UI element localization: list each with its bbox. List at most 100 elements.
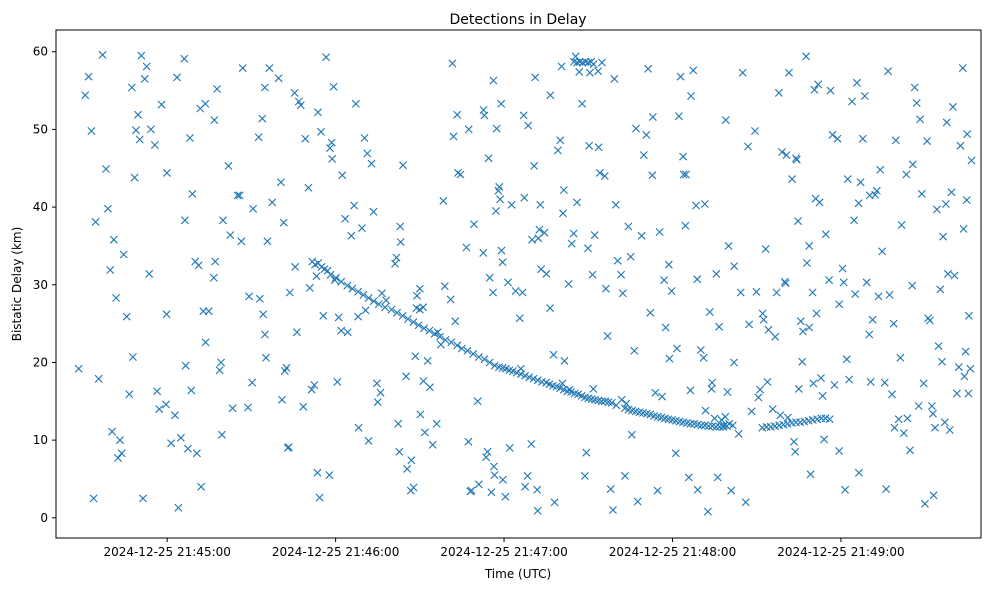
track-point <box>463 346 472 355</box>
scatter-point <box>258 114 267 123</box>
scatter-point <box>483 447 492 456</box>
scatter-point <box>828 130 837 139</box>
scatter-point <box>916 115 925 124</box>
scatter-point <box>897 221 906 229</box>
track-point <box>474 353 483 361</box>
track-point <box>715 422 724 431</box>
scatter-point <box>882 485 891 494</box>
scatter-point <box>282 363 291 372</box>
track-point <box>712 422 720 431</box>
scatter-point <box>550 498 559 507</box>
plot-area-frame <box>55 29 982 539</box>
scatter-point <box>142 62 151 71</box>
scatter-point <box>233 191 242 200</box>
scatter-point <box>106 266 115 274</box>
scatter-point <box>201 99 210 108</box>
scatter-point <box>693 485 702 494</box>
x-tick-label: 2024-12-25 21:45:00 <box>103 545 230 559</box>
scatter-point <box>439 196 448 205</box>
scatter-point <box>244 403 252 412</box>
scatter-point <box>162 168 171 177</box>
scatter-point <box>249 204 258 213</box>
scatter-point <box>603 332 612 340</box>
scatter-point <box>791 447 800 456</box>
scatter-point <box>899 429 908 438</box>
track-point <box>354 287 363 296</box>
track-point <box>323 266 332 275</box>
scatter-point <box>145 269 154 278</box>
scatter-point <box>598 58 606 67</box>
track-point <box>381 303 389 312</box>
x-axis: 2024-12-25 21:45:00 2024-12-25 21:46:00 20… <box>103 538 905 559</box>
scatter-point <box>109 235 118 244</box>
scatter-point <box>872 186 881 195</box>
scatter-point <box>507 200 516 209</box>
scatter-point <box>74 364 83 373</box>
scatter-point <box>600 172 609 180</box>
scatter-point <box>679 170 688 179</box>
scatter-point <box>301 134 310 143</box>
scatter-point <box>558 379 567 388</box>
scatter-point <box>285 288 294 297</box>
scatter-point <box>313 108 322 117</box>
scatter-point <box>294 97 303 106</box>
scatter-point <box>912 99 921 107</box>
scatter-point <box>482 453 491 462</box>
scatter-point <box>98 50 107 59</box>
scatter-point <box>788 175 797 184</box>
scatter-point <box>134 110 142 119</box>
scatter-point <box>201 338 210 347</box>
scatter-point <box>413 291 421 300</box>
scatter-point <box>343 328 352 337</box>
scatter-point <box>127 83 136 92</box>
scatter-point <box>399 161 407 170</box>
y-tick-label: 20 <box>33 355 48 369</box>
scatter-point <box>931 423 939 432</box>
scatter-point <box>167 439 176 448</box>
scatter-point <box>276 178 285 187</box>
track-point <box>425 326 434 335</box>
scatter-point <box>262 353 270 362</box>
scatter-point <box>841 485 850 494</box>
track-point <box>686 419 695 428</box>
scatter-point <box>701 406 710 415</box>
track-point <box>412 304 421 313</box>
scatter-point <box>446 295 455 304</box>
scatter-point <box>734 429 743 438</box>
scatter-point <box>821 230 830 239</box>
track-point <box>480 355 489 364</box>
scatter-point <box>798 357 807 366</box>
scatter-point <box>689 66 698 75</box>
scatter-point <box>116 436 124 445</box>
scatter-point <box>929 491 938 500</box>
scatter-point <box>655 228 664 236</box>
scatter-point <box>535 225 544 234</box>
track-point <box>404 315 412 323</box>
scatter-point <box>325 471 334 480</box>
scatter-point <box>557 62 566 71</box>
scatter-point <box>484 154 493 163</box>
scatter-point <box>224 161 233 170</box>
scatter-point <box>908 281 917 290</box>
scatter-point <box>896 353 905 362</box>
track-point <box>447 338 456 347</box>
scatter-point <box>81 91 90 100</box>
track-point <box>441 335 450 344</box>
scatter-point <box>945 426 954 434</box>
scatter-point <box>843 175 852 184</box>
scatter-point <box>528 235 537 244</box>
scatter-point <box>347 231 356 240</box>
y-tick-label: 50 <box>33 122 48 136</box>
scatter-point <box>162 400 170 409</box>
scatter-point <box>610 74 619 83</box>
scatter-point <box>140 74 149 83</box>
scatter-point <box>618 289 627 298</box>
scatter-point <box>790 437 798 446</box>
scatter-point <box>862 278 871 287</box>
scatter-point <box>936 285 945 294</box>
scatter-point <box>338 171 347 180</box>
track-point <box>364 294 373 302</box>
scatter-point <box>835 300 844 309</box>
scatter-point <box>392 253 401 262</box>
